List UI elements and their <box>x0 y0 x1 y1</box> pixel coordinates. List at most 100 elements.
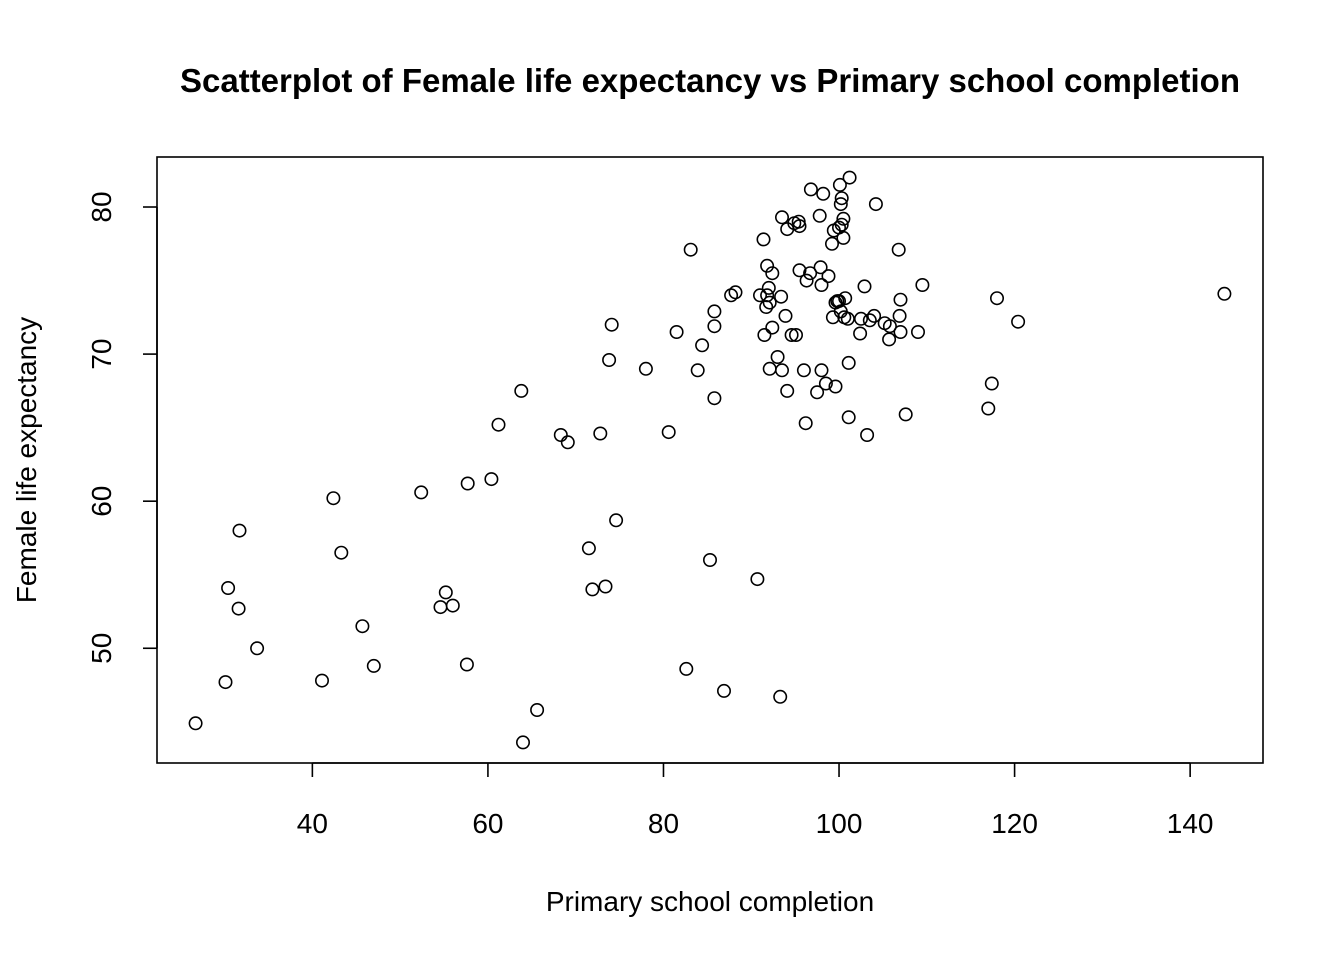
data-point <box>984 376 999 391</box>
data-point <box>334 545 349 560</box>
data-point <box>445 598 460 613</box>
data-point <box>882 332 897 347</box>
x-axis-label: Primary school completion <box>546 886 874 917</box>
data-point <box>813 260 828 275</box>
data-point <box>833 197 848 212</box>
plot-frame <box>156 156 1264 764</box>
data-point <box>853 326 868 341</box>
data-point <box>762 361 777 376</box>
data-point <box>773 689 788 704</box>
x-tick-label: 120 <box>991 808 1038 839</box>
x-axis: 40 60 80 100 120 140 <box>297 762 1214 839</box>
data-point <box>433 600 448 615</box>
data-point <box>460 476 475 491</box>
data-point <box>812 208 827 223</box>
y-axis-label: Female life expectancy <box>11 317 42 603</box>
data-point <box>459 657 474 672</box>
data-point <box>232 523 247 538</box>
data-point <box>774 289 789 304</box>
data-point <box>484 472 499 487</box>
y-axis: 50 60 70 80 <box>86 191 158 664</box>
data-point <box>514 383 529 398</box>
data-point <box>814 363 829 378</box>
data-point <box>828 379 843 394</box>
data-point <box>893 324 908 339</box>
data-point <box>778 308 793 323</box>
data-point <box>836 230 851 245</box>
data-point <box>814 277 829 292</box>
data-point <box>868 197 883 212</box>
x-tick-label: 140 <box>1167 808 1214 839</box>
data-point <box>581 541 596 556</box>
x-tick-label: 60 <box>472 808 503 839</box>
data-point <box>898 407 913 422</box>
data-point <box>792 263 807 278</box>
data-point <box>818 376 833 391</box>
data-point <box>750 572 765 587</box>
data-point <box>231 601 246 616</box>
data-point <box>661 425 676 440</box>
data-point <box>816 186 831 201</box>
data-point <box>716 683 731 698</box>
data-point <box>757 327 772 342</box>
data-point <box>366 658 381 673</box>
x-tick-label: 40 <box>297 808 328 839</box>
data-point <box>841 355 856 370</box>
x-tick-label: 100 <box>816 808 863 839</box>
data-point <box>702 552 717 567</box>
data-point <box>728 285 743 300</box>
data-point <box>891 242 906 257</box>
data-point <box>326 491 341 506</box>
data-point <box>560 435 575 450</box>
data-point <box>893 292 908 307</box>
y-tick-label: 50 <box>86 633 117 664</box>
data-point <box>638 361 653 376</box>
data-point <box>799 273 814 288</box>
data-point <box>882 319 897 334</box>
data-point <box>989 291 1004 306</box>
data-point <box>760 258 775 273</box>
data-point <box>598 579 613 594</box>
data-point <box>784 327 799 342</box>
data-point <box>824 236 839 251</box>
data-point <box>810 385 825 400</box>
data-point <box>602 352 617 367</box>
data-point <box>724 288 739 303</box>
data-point <box>756 232 771 247</box>
data-point <box>604 317 619 332</box>
y-tick-label: 60 <box>86 486 117 517</box>
data-point <box>221 580 236 595</box>
data-point <box>915 277 930 292</box>
data-point <box>860 427 875 442</box>
data-point <box>774 363 789 378</box>
data-point <box>765 266 780 281</box>
data-point <box>414 485 429 500</box>
data-point <box>821 269 836 284</box>
data-point <box>841 410 856 425</box>
data-point <box>355 619 370 634</box>
data-point <box>834 191 849 206</box>
data-point <box>831 294 846 309</box>
data-point <box>836 211 851 226</box>
data-point <box>679 661 694 676</box>
data-point <box>788 327 803 342</box>
data-point <box>842 170 857 185</box>
data-point <box>792 219 807 234</box>
data-point <box>770 349 785 364</box>
data-point <box>530 702 545 717</box>
data-point <box>752 288 767 303</box>
x-tick-label: 80 <box>648 808 679 839</box>
data-points <box>188 170 1232 750</box>
data-point <box>798 416 813 431</box>
data-point <box>707 319 722 334</box>
data-point <box>867 308 882 323</box>
data-point <box>796 363 811 378</box>
data-point <box>690 363 705 378</box>
data-point <box>760 288 775 303</box>
data-point <box>1011 314 1026 329</box>
data-point <box>609 513 624 528</box>
data-point <box>853 311 868 326</box>
y-tick-label: 70 <box>86 339 117 370</box>
data-point <box>683 242 698 257</box>
